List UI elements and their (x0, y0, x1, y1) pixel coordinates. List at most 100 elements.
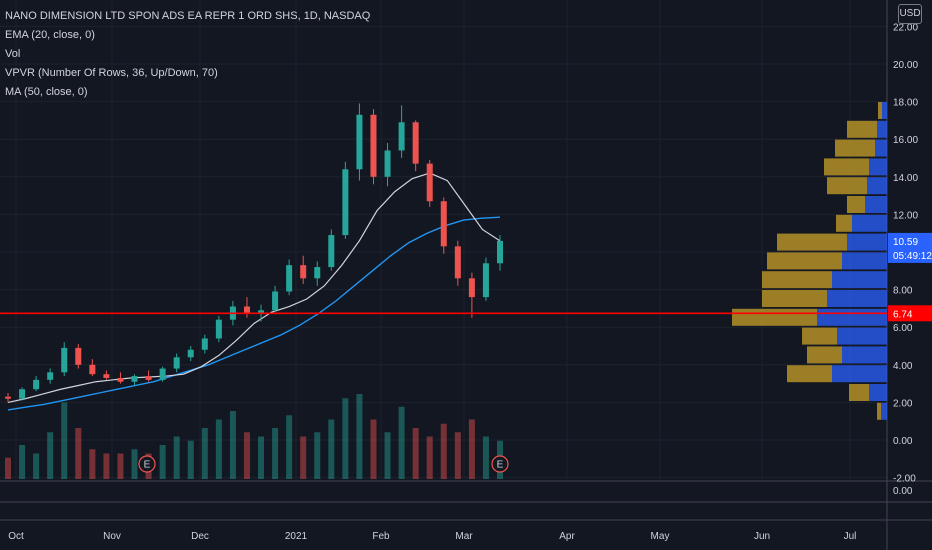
volume-bar (300, 436, 307, 479)
ema-20-line (7, 172, 501, 403)
candle-body (482, 263, 489, 298)
volume-bar (173, 436, 180, 479)
volume-bar (342, 398, 349, 479)
vp-row-up (842, 252, 887, 270)
candle-body (47, 372, 54, 380)
vp-row-up (852, 214, 887, 232)
vp-row-up (865, 196, 887, 213)
candle-body (384, 150, 391, 177)
support-price-tag-bg (888, 305, 932, 322)
candle-body (103, 374, 110, 378)
vp-row-down (824, 158, 869, 176)
volume-bar (103, 453, 110, 479)
volume-bar (19, 445, 26, 479)
current-price-value: 10.59 (893, 237, 918, 248)
volume-bar (384, 432, 391, 479)
volume-bar (272, 428, 279, 479)
price-axis-tick: 18.00 (893, 98, 918, 109)
volume-bar (412, 428, 419, 479)
candle-body (89, 364, 96, 375)
symbol-title: NANO DIMENSION LTD SPON ADS EA REPR 1 OR… (5, 10, 371, 22)
time-axis-tick: 2021 (285, 531, 308, 542)
volume-bar (398, 406, 405, 479)
candle-body (398, 122, 405, 151)
volume-bar (314, 432, 321, 479)
time-axis-tick: Feb (372, 531, 390, 542)
vp-row-down (847, 196, 865, 213)
volume-bar (159, 445, 166, 479)
vp-row-up (817, 308, 887, 326)
ma-50-line (7, 216, 501, 411)
candle-body (370, 114, 377, 177)
candle-body (440, 201, 447, 247)
currency-button[interactable]: USD (898, 4, 922, 24)
candle-body (201, 338, 208, 350)
volume-indicator-label[interactable]: Vol (5, 48, 21, 60)
price-axis-tick: 4.00 (893, 361, 913, 372)
vp-row-down (827, 177, 867, 195)
vp-row-up (827, 290, 887, 307)
time-axis-tick: Oct (8, 531, 24, 542)
ma-indicator-label[interactable]: MA (50, close, 0) (5, 86, 88, 98)
vp-row-down (835, 139, 875, 157)
time-axis-tick: May (651, 531, 670, 542)
support-price-tag: 6.74 (888, 305, 932, 322)
vp-row-down (762, 290, 827, 307)
volume-bar (131, 449, 138, 479)
vp-row-down (767, 252, 842, 270)
volume-bar (47, 432, 54, 479)
volume-bars (5, 394, 503, 479)
vp-row-up (875, 139, 887, 157)
volume-bar (75, 428, 82, 479)
volume-bar (215, 419, 222, 479)
volume-bar (328, 419, 335, 479)
candle-body (300, 265, 307, 279)
candle-body (272, 291, 279, 311)
vp-row-down (802, 327, 837, 345)
candle-body (356, 114, 363, 170)
candle-body (215, 319, 222, 339)
volume-bar (89, 449, 96, 479)
volume-bar (229, 411, 236, 479)
volume-bar (201, 428, 208, 479)
earnings-marker: E (491, 455, 509, 473)
volume-bar (454, 432, 461, 479)
vp-row-down (849, 384, 869, 401)
candle-body (33, 379, 40, 390)
earnings-marker: E (138, 455, 156, 473)
candles (5, 103, 503, 403)
candle-body (454, 246, 461, 279)
bar-countdown: 05:49:12 (893, 251, 932, 262)
candle-body (5, 396, 11, 399)
vp-row-down (787, 365, 832, 383)
candle-body (159, 368, 166, 380)
candle-body (187, 349, 194, 358)
time-axis-tick: Jul (844, 531, 857, 542)
volume-bar (33, 453, 40, 479)
time-axis-tick: Mar (455, 531, 473, 542)
candle-body (131, 376, 138, 382)
price-axis-tick: 22.00 (893, 22, 918, 33)
sub-pane-axis-tick: 0.00 (893, 486, 913, 497)
vpvr-indicator-label[interactable]: VPVR (Number Of Rows, 36, Up/Down, 70) (5, 67, 218, 79)
volume-bar (370, 419, 377, 479)
chart-legend: NANO DIMENSION LTD SPON ADS EA REPR 1 OR… (5, 7, 370, 102)
ema-indicator-label[interactable]: EMA (20, close, 0) (5, 29, 95, 41)
candle-body (75, 347, 82, 365)
vp-row-down (878, 102, 882, 119)
price-axis-tick: -2.00 (893, 474, 916, 485)
current-price-tag: 10.59 05:49:12 (888, 232, 932, 263)
candle-body (173, 357, 180, 369)
volume-bar (258, 436, 265, 479)
volume-bar (61, 402, 68, 479)
earnings-marker-circle (138, 455, 156, 473)
volume-bar (440, 423, 447, 479)
earnings-marker-label: E (144, 460, 151, 471)
candle-body (468, 278, 475, 298)
current-price-tag-bg (888, 232, 932, 263)
vp-row-down (732, 308, 817, 326)
volume-bar (482, 436, 489, 479)
volume-bar (187, 440, 194, 479)
vp-row-up (832, 365, 887, 383)
